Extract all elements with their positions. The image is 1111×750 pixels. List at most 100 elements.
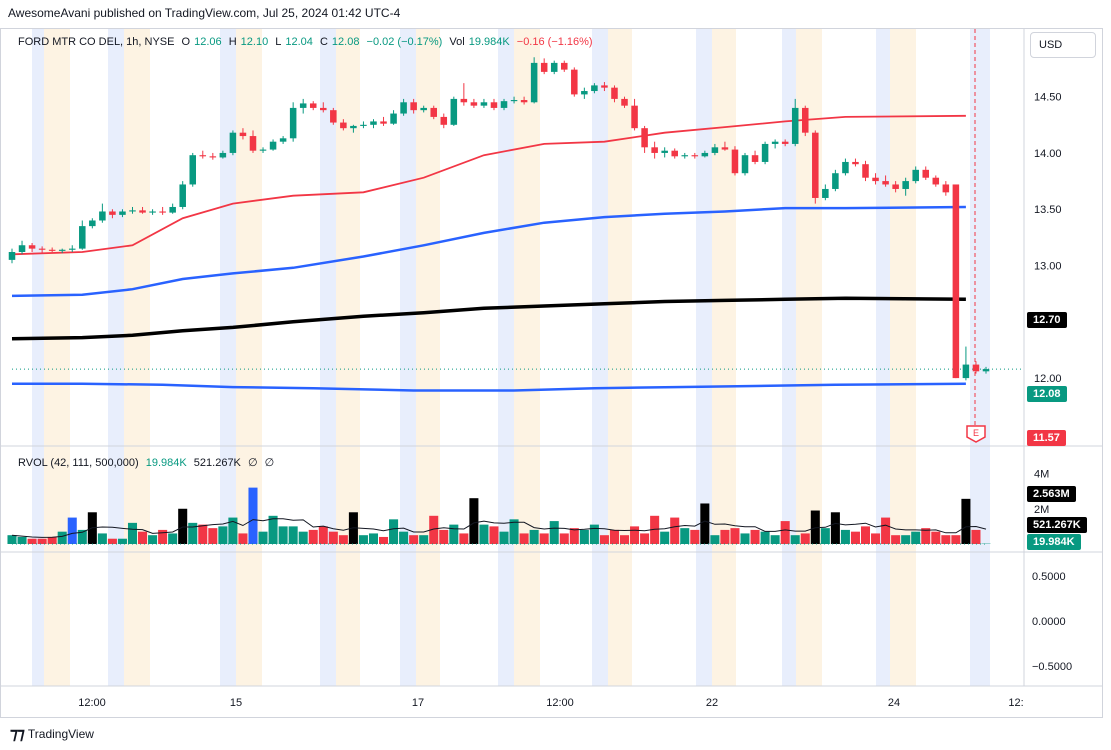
footer-brand[interactable]: ⁊⁊ TradingView — [10, 724, 94, 744]
rvol-bar-96 — [971, 529, 981, 544]
rvol-bar-44 — [449, 524, 459, 544]
rvol-bar-87 — [881, 517, 891, 544]
rvol-value-2: 521.267K — [193, 457, 241, 469]
price-tick-3: 13.00 — [1034, 261, 1062, 273]
rvol-bar-27 — [278, 526, 288, 544]
rvol-bar-65 — [660, 531, 670, 544]
rvol-bar-66 — [670, 517, 680, 544]
currency-button[interactable]: USD — [1030, 32, 1096, 58]
rvol-bar-36 — [368, 533, 379, 544]
rvol-bar-73 — [740, 533, 750, 544]
candle-body-4 — [48, 249, 56, 251]
candle-body-58 — [591, 85, 598, 92]
rvol-bar-6 — [67, 517, 77, 544]
lower-pane-tick-0: 0.5000 — [1032, 571, 1066, 583]
rvol-bar-7 — [77, 529, 87, 544]
rvol-bar-43 — [439, 529, 449, 544]
rvol-bar-33 — [338, 535, 348, 544]
candle-body-57 — [581, 91, 588, 95]
rvol-bar-82 — [830, 512, 840, 544]
candle-body-34 — [350, 125, 357, 129]
session-band-4 — [220, 29, 236, 686]
rvol-bar-4 — [47, 536, 57, 544]
rvol-bar-71 — [720, 529, 730, 544]
candle-body-8 — [89, 220, 96, 227]
rvol-bar-14 — [148, 535, 158, 544]
rvol-bar-46 — [469, 498, 479, 544]
rvol-bar-23 — [238, 533, 248, 544]
session-band-6 — [320, 29, 336, 686]
candle-body-33 — [340, 122, 347, 129]
ohlc-legend: FORD MTR CO DEL, 1h, NYSE O 12.06 H 12.10 … — [18, 36, 597, 48]
footer-brand-text: TradingView — [27, 727, 94, 741]
time-tick-0: 12:00 — [78, 697, 106, 709]
rvol-bar-70 — [710, 535, 720, 544]
rvol-bar-1 — [17, 536, 27, 544]
rvol-bar-42 — [429, 515, 439, 544]
candle-body-73 — [741, 155, 749, 174]
candle-body-80 — [812, 132, 819, 198]
rvol-bar-95 — [961, 498, 971, 544]
rvol-bar-47 — [479, 524, 489, 544]
candle-body-82 — [832, 173, 839, 189]
rvol-bar-93 — [941, 535, 951, 544]
session-band-0 — [32, 29, 44, 686]
candle-body-95 — [962, 364, 970, 379]
candle-body-37 — [380, 121, 387, 124]
candle-body-40 — [410, 102, 417, 111]
candle-body-14 — [149, 211, 156, 213]
candle-body-15 — [159, 211, 166, 213]
rvol-bar-90 — [911, 531, 921, 544]
session-band-7 — [336, 29, 360, 686]
rvol-value-3: ∅ — [247, 457, 258, 469]
rvol-name[interactable]: RVOL (42, 111, 500,000) — [18, 457, 139, 469]
candle-body-87 — [882, 181, 889, 185]
lower-pane-tick-2: −0.5000 — [1032, 661, 1072, 673]
candle-body-22 — [229, 132, 237, 153]
rvol-bar-81 — [820, 528, 830, 544]
ma-blue-lower-line — [12, 382, 966, 392]
session-band-18 — [876, 29, 890, 686]
session-band-8 — [400, 29, 416, 686]
candle-body-10 — [109, 211, 116, 215]
candle-body-32 — [330, 110, 337, 123]
candle-body-61 — [621, 98, 628, 106]
price-tick-1: 14.00 — [1034, 148, 1062, 160]
candle-body-43 — [440, 116, 448, 125]
rvol-bar-37 — [379, 536, 389, 544]
rvol-avg-tag: 521.267K — [1027, 517, 1087, 533]
candle-body-5 — [58, 249, 66, 251]
change-value: −0.02 (−0.17%) — [366, 36, 443, 48]
candle-body-1 — [18, 245, 26, 253]
earnings-marker[interactable]: E — [966, 425, 986, 443]
rvol-tick-1: 2M — [1034, 504, 1049, 516]
rvol-bar-59 — [599, 535, 609, 544]
candle-body-84 — [852, 161, 859, 165]
rvol-bar-12 — [127, 522, 138, 544]
rvol-bar-62 — [630, 526, 640, 544]
rvol-bar-78 — [790, 535, 800, 544]
candle-body-41 — [420, 107, 427, 111]
candle-body-47 — [480, 102, 488, 106]
time-tick-5: 24 — [888, 697, 900, 709]
candle-body-11 — [119, 211, 126, 215]
candle-body-35 — [360, 124, 367, 126]
candle-body-88 — [892, 184, 899, 189]
rvol-bar-18 — [188, 522, 198, 544]
rvol-bar-83 — [840, 529, 850, 544]
rvol-bar-25 — [258, 531, 268, 544]
session-band-15 — [712, 29, 736, 686]
rvol-bar-24 — [248, 487, 258, 544]
candle-body-28 — [289, 107, 297, 139]
publish-caption: AwesomeAvani published on TradingView.co… — [8, 6, 401, 20]
candle-body-44 — [450, 98, 458, 125]
low-label: L — [275, 36, 282, 48]
candle-body-7 — [79, 226, 86, 249]
rvol-bar-50 — [509, 519, 519, 544]
symbol-label[interactable]: FORD MTR CO DEL, 1h, NYSE — [18, 36, 175, 48]
session-band-20 — [970, 29, 990, 686]
rvol-bar-3 — [37, 538, 47, 544]
ma-blue-line — [11, 205, 966, 298]
rvol-legend: RVOL (42, 111, 500,000) 19.984K 521.267K… — [18, 456, 278, 469]
